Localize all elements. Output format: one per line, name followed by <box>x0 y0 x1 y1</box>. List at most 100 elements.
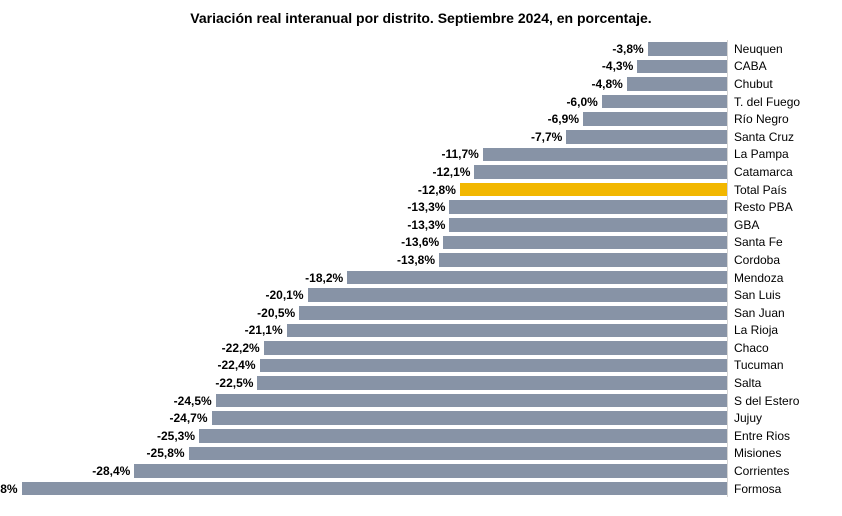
chart-row: -22,2% Chaco <box>8 339 834 357</box>
chart-row: -24,7%Jujuy <box>8 409 834 427</box>
chart-row: -18,2% Mendoza <box>8 269 834 287</box>
bar <box>637 60 727 74</box>
chart-plot-cell: -20,1% <box>8 286 728 304</box>
bar-highlight <box>460 183 727 197</box>
bar-value-label: -4,3% <box>602 58 637 76</box>
bar-value-label: -7,7% <box>531 128 566 146</box>
category-label: S del Estero <box>728 394 834 408</box>
bar <box>347 271 727 285</box>
chart-row: -22,4%Tucuman <box>8 357 834 375</box>
bar <box>189 447 727 461</box>
bar <box>648 42 727 56</box>
category-label: Santa Fe <box>728 235 834 249</box>
bar <box>264 341 727 355</box>
chart-plot-cell: -7,7% <box>8 128 728 146</box>
bar-value-label: -22,2% <box>222 339 264 357</box>
chart-plot-cell: -24,7% <box>8 409 728 427</box>
chart-row: -4,3% CABA <box>8 58 834 76</box>
bar-value-label: -20,1% <box>266 286 308 304</box>
chart-row: -6,0%T. del Fuego <box>8 93 834 111</box>
bar <box>22 482 727 496</box>
bar-value-label: -21,1% <box>245 322 287 340</box>
category-label: Catamarca <box>728 165 834 179</box>
bar-value-label: -11,7% <box>441 146 482 164</box>
bar <box>583 112 727 126</box>
bar-value-label: -33,8% <box>0 480 22 498</box>
category-label: Chubut <box>728 77 834 91</box>
bar-value-label: -25,8% <box>147 445 189 463</box>
chart-row: -7,7% Santa Cruz <box>8 128 834 146</box>
bar <box>287 324 727 338</box>
bar-value-label: -20,5% <box>257 304 299 322</box>
chart-row: -33,8%Formosa <box>8 480 834 498</box>
bar <box>212 411 727 425</box>
category-label: Resto PBA <box>728 200 834 214</box>
chart-plot-cell: -18,2% <box>8 269 728 287</box>
chart-row: -24,5% S del Estero <box>8 392 834 410</box>
category-label: La Pampa <box>728 147 834 161</box>
category-label: CABA <box>728 59 834 73</box>
bar-value-label: -4,8% <box>591 75 626 93</box>
chart-plot-cell: -22,2% <box>8 339 728 357</box>
category-label: Chaco <box>728 341 834 355</box>
bar <box>483 148 727 162</box>
bar-value-label: -22,4% <box>218 357 260 375</box>
category-label: Santa Cruz <box>728 130 834 144</box>
chart-plot-cell: -22,4% <box>8 357 728 375</box>
bar-value-label: -24,5% <box>174 392 216 410</box>
bar <box>299 306 727 320</box>
chart-row: -20,5%San Juan <box>8 304 834 322</box>
chart-row: -3,8%Neuquen <box>8 40 834 58</box>
chart-title: Variación real interanual por distrito. … <box>8 10 834 26</box>
bar <box>449 218 727 232</box>
bar-chart: -3,8%Neuquen-4,3% CABA -4,8% Chubut -6,0%T. … <box>8 40 834 497</box>
chart-row: -13,3% Resto PBA <box>8 198 834 216</box>
chart-row: -25,3% Entre Rios <box>8 427 834 445</box>
chart-row: -12,1% Catamarca <box>8 163 834 181</box>
bar-value-label: -18,2% <box>305 269 347 287</box>
chart-row: -21,1% La Rioja <box>8 322 834 340</box>
chart-row: -13,6%Santa Fe <box>8 234 834 252</box>
bar-value-label: -12,1% <box>432 163 474 181</box>
chart-plot-cell: -4,3% <box>8 58 728 76</box>
category-label: GBA <box>728 218 834 232</box>
chart-plot-cell: -13,3% <box>8 216 728 234</box>
category-label: Cordoba <box>728 253 834 267</box>
chart-plot-cell: -12,1% <box>8 163 728 181</box>
chart-plot-cell: -12,8% <box>8 181 728 199</box>
bar <box>257 376 727 390</box>
bar-value-label: -28,4% <box>92 462 134 480</box>
chart-plot-cell: -3,8% <box>8 40 728 58</box>
bar <box>449 200 727 214</box>
bar-value-label: -6,0% <box>566 93 601 111</box>
bar <box>199 429 727 443</box>
bar <box>260 359 727 373</box>
category-label: Total País <box>728 183 834 197</box>
bar-value-label: -6,9% <box>548 110 583 128</box>
chart-row: -4,8% Chubut <box>8 75 834 93</box>
bar <box>627 77 727 91</box>
bar-value-label: -12,8% <box>418 181 460 199</box>
category-label: Formosa <box>728 482 834 496</box>
bar <box>566 130 727 144</box>
chart-row: -20,1% San Luis <box>8 286 834 304</box>
chart-plot-cell: -25,8% <box>8 445 728 463</box>
chart-container: Variación real interanual por distrito. … <box>0 0 842 516</box>
bar-value-label: -13,3% <box>407 198 449 216</box>
category-label: La Rioja <box>728 323 834 337</box>
bar-value-label: -25,3% <box>157 427 199 445</box>
bar <box>602 95 727 109</box>
category-label: Mendoza <box>728 271 834 285</box>
chart-row: -11,7% La Pampa <box>8 146 834 164</box>
category-label: San Luis <box>728 288 834 302</box>
chart-plot-cell: -22,5% <box>8 374 728 392</box>
bar <box>308 288 727 302</box>
chart-plot-cell: -6,0% <box>8 93 728 111</box>
chart-plot-cell: -6,9% <box>8 110 728 128</box>
category-label: Corrientes <box>728 464 834 478</box>
category-label: Jujuy <box>728 411 834 425</box>
category-label: Río Negro <box>728 112 834 126</box>
bar <box>134 464 727 478</box>
bar-value-label: -22,5% <box>215 374 257 392</box>
category-label: Entre Rios <box>728 429 834 443</box>
